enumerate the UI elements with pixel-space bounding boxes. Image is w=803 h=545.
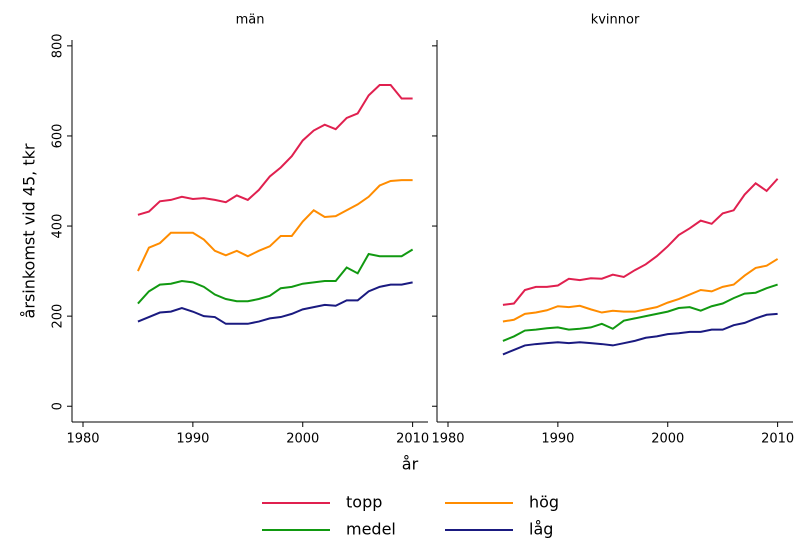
series-line: [502, 283, 778, 342]
series-line: [137, 248, 414, 305]
legend-label: topp: [346, 493, 382, 512]
series-line: [502, 258, 779, 323]
y-axis-label: årsinkomst vid 45, tkr: [20, 143, 39, 318]
panel-title: män: [236, 13, 265, 28]
x-tick-label: 1990: [541, 432, 574, 447]
x-tick-label: 1990: [176, 432, 209, 447]
x-tick-label: 1980: [431, 432, 464, 447]
series-line: [137, 179, 413, 272]
y-tick-label: 0: [51, 402, 66, 410]
y-tick-label: 800: [51, 33, 66, 58]
y-tick-label: 600: [51, 124, 66, 149]
panel-title: kvinnor: [591, 13, 640, 28]
series-line: [502, 312, 778, 356]
series-line: [502, 178, 779, 306]
x-tick-label: 2000: [651, 432, 684, 447]
legend-label: låg: [529, 520, 553, 539]
x-tick-label: 2010: [396, 432, 429, 447]
series-line: [137, 281, 413, 325]
legend-label: hög: [529, 493, 559, 512]
x-tick-label: 2000: [286, 432, 319, 447]
y-tick-label: 400: [51, 214, 66, 239]
x-tick-label: 1980: [66, 432, 99, 447]
legend-label: medel: [346, 520, 396, 539]
series-line: [137, 84, 413, 216]
y-tick-label: 200: [51, 304, 66, 329]
x-tick-label: 2010: [761, 432, 794, 447]
x-axis-label: år: [402, 455, 419, 474]
